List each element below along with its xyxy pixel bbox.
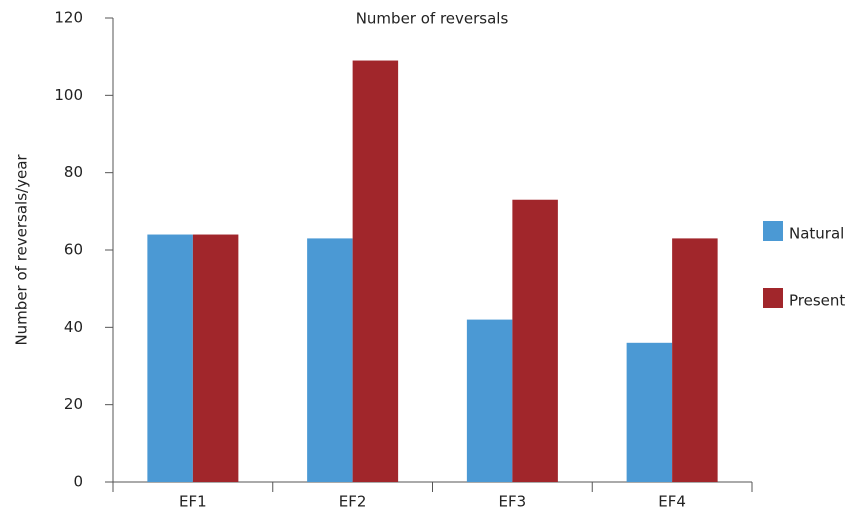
y-tick-label: 20 xyxy=(64,395,83,413)
bar xyxy=(672,238,718,482)
x-tick-label: EF4 xyxy=(658,493,686,511)
x-tick-label: EF3 xyxy=(499,493,527,511)
chart-title: Number of reversals xyxy=(356,10,509,28)
x-tick-label: EF1 xyxy=(179,493,207,511)
y-tick-label: 80 xyxy=(64,163,83,181)
y-tick-label: 40 xyxy=(64,318,83,336)
bar xyxy=(512,199,558,482)
bar xyxy=(626,342,673,482)
y-tick-label: 0 xyxy=(73,473,83,491)
x-tick-label: EF2 xyxy=(339,493,367,511)
y-tick-label: 60 xyxy=(64,241,83,259)
legend-label: Present xyxy=(789,292,845,310)
bar xyxy=(466,319,513,482)
legend-swatch xyxy=(763,288,783,308)
y-axis-label: Number of reversals/year xyxy=(13,154,31,346)
legend-label: Natural xyxy=(789,225,844,243)
bar xyxy=(352,60,399,483)
y-tick-label: 120 xyxy=(54,9,83,27)
bar xyxy=(192,234,239,482)
legend-swatch xyxy=(763,221,783,241)
y-tick-label: 100 xyxy=(54,86,83,104)
bar xyxy=(147,234,193,482)
bar xyxy=(307,238,353,482)
